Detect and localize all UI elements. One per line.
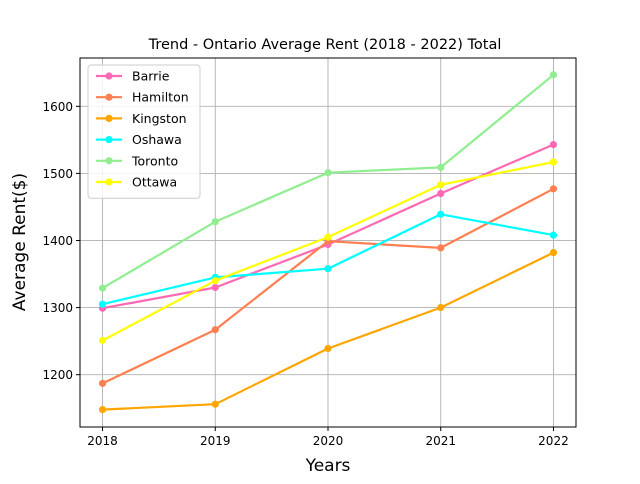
legend-item-toronto: Toronto [96, 153, 178, 168]
legend: Barrie Hamilton Kingston Oshawa Toronto Ottaw… [87, 64, 201, 199]
data-point-toronto [437, 163, 445, 171]
legend-box [87, 64, 201, 199]
legend-label: Barrie [132, 69, 170, 84]
y-tick-label: 1200 [42, 368, 73, 382]
legend-label: Hamilton [132, 90, 189, 105]
data-point-barrie [437, 189, 445, 198]
series-toronto [98, 71, 558, 292]
y-tick-label: 1500 [42, 167, 73, 181]
data-point-barrie [549, 140, 558, 149]
legend-item-barrie: Barrie [96, 69, 170, 84]
legend-item-kingston: Kingston [96, 111, 187, 126]
data-point-barrie [211, 283, 219, 292]
x-tick-label: 2019 [200, 434, 231, 448]
data-point-ottawa [98, 336, 107, 345]
y-tick-label: 1300 [42, 301, 73, 315]
y-tick-label: 1400 [42, 234, 73, 248]
legend-item-hamilton: Hamilton [96, 90, 189, 105]
x-axis-label: Years [305, 456, 351, 476]
data-point-toronto [324, 169, 332, 177]
legend-swatch-marker [105, 178, 113, 186]
data-point-ottawa [211, 277, 219, 285]
data-point-oshawa [98, 300, 107, 308]
legend-item-oshawa: Oshawa [96, 132, 182, 147]
data-point-ottawa [549, 158, 558, 166]
series-hamilton [98, 185, 558, 387]
legend-label: Ottawa [132, 175, 177, 190]
data-point-oshawa [549, 231, 558, 239]
legend-label: Toronto [131, 153, 178, 168]
data-point-hamilton [98, 379, 107, 387]
legend-item-ottawa: Ottawa [96, 175, 177, 190]
y-axis-label: Average Rent($) [10, 173, 30, 311]
series-ottawa [98, 158, 558, 345]
series-lines [98, 71, 558, 414]
data-point-ottawa [437, 181, 445, 189]
data-point-toronto [211, 218, 219, 226]
chart-title: Trend - Ontario Average Rent (2018 - 202… [148, 37, 502, 53]
legend-swatch-marker [105, 157, 113, 165]
data-point-toronto [98, 284, 107, 292]
x-tick-label: 2022 [538, 434, 569, 448]
data-point-oshawa [437, 210, 445, 218]
x-tick-label: 2021 [425, 434, 456, 448]
data-point-oshawa [324, 265, 332, 273]
data-point-ottawa [324, 233, 332, 241]
legend-swatch-marker [105, 72, 113, 80]
data-point-kingston [98, 405, 107, 414]
x-tick-label: 2020 [313, 434, 344, 448]
data-point-kingston [324, 344, 332, 353]
legend-swatch-marker [105, 93, 113, 101]
data-point-kingston [437, 303, 445, 312]
data-point-toronto [549, 71, 558, 79]
x-tick-label: 2018 [87, 434, 118, 448]
axes: 2018 2019 2020 2021 2022 1200 1300 1400 1500 1600 [42, 100, 568, 448]
legend-swatch-marker [105, 136, 113, 144]
legend-label: Oshawa [132, 132, 182, 147]
y-tick-label: 1600 [42, 100, 73, 114]
legend-label: Kingston [132, 111, 187, 126]
series-kingston [98, 248, 558, 414]
data-point-hamilton [549, 185, 558, 193]
data-point-kingston [211, 400, 219, 408]
data-point-hamilton [211, 326, 219, 334]
data-point-kingston [549, 248, 558, 257]
legend-swatch-marker [105, 114, 113, 122]
data-point-hamilton [437, 244, 445, 252]
